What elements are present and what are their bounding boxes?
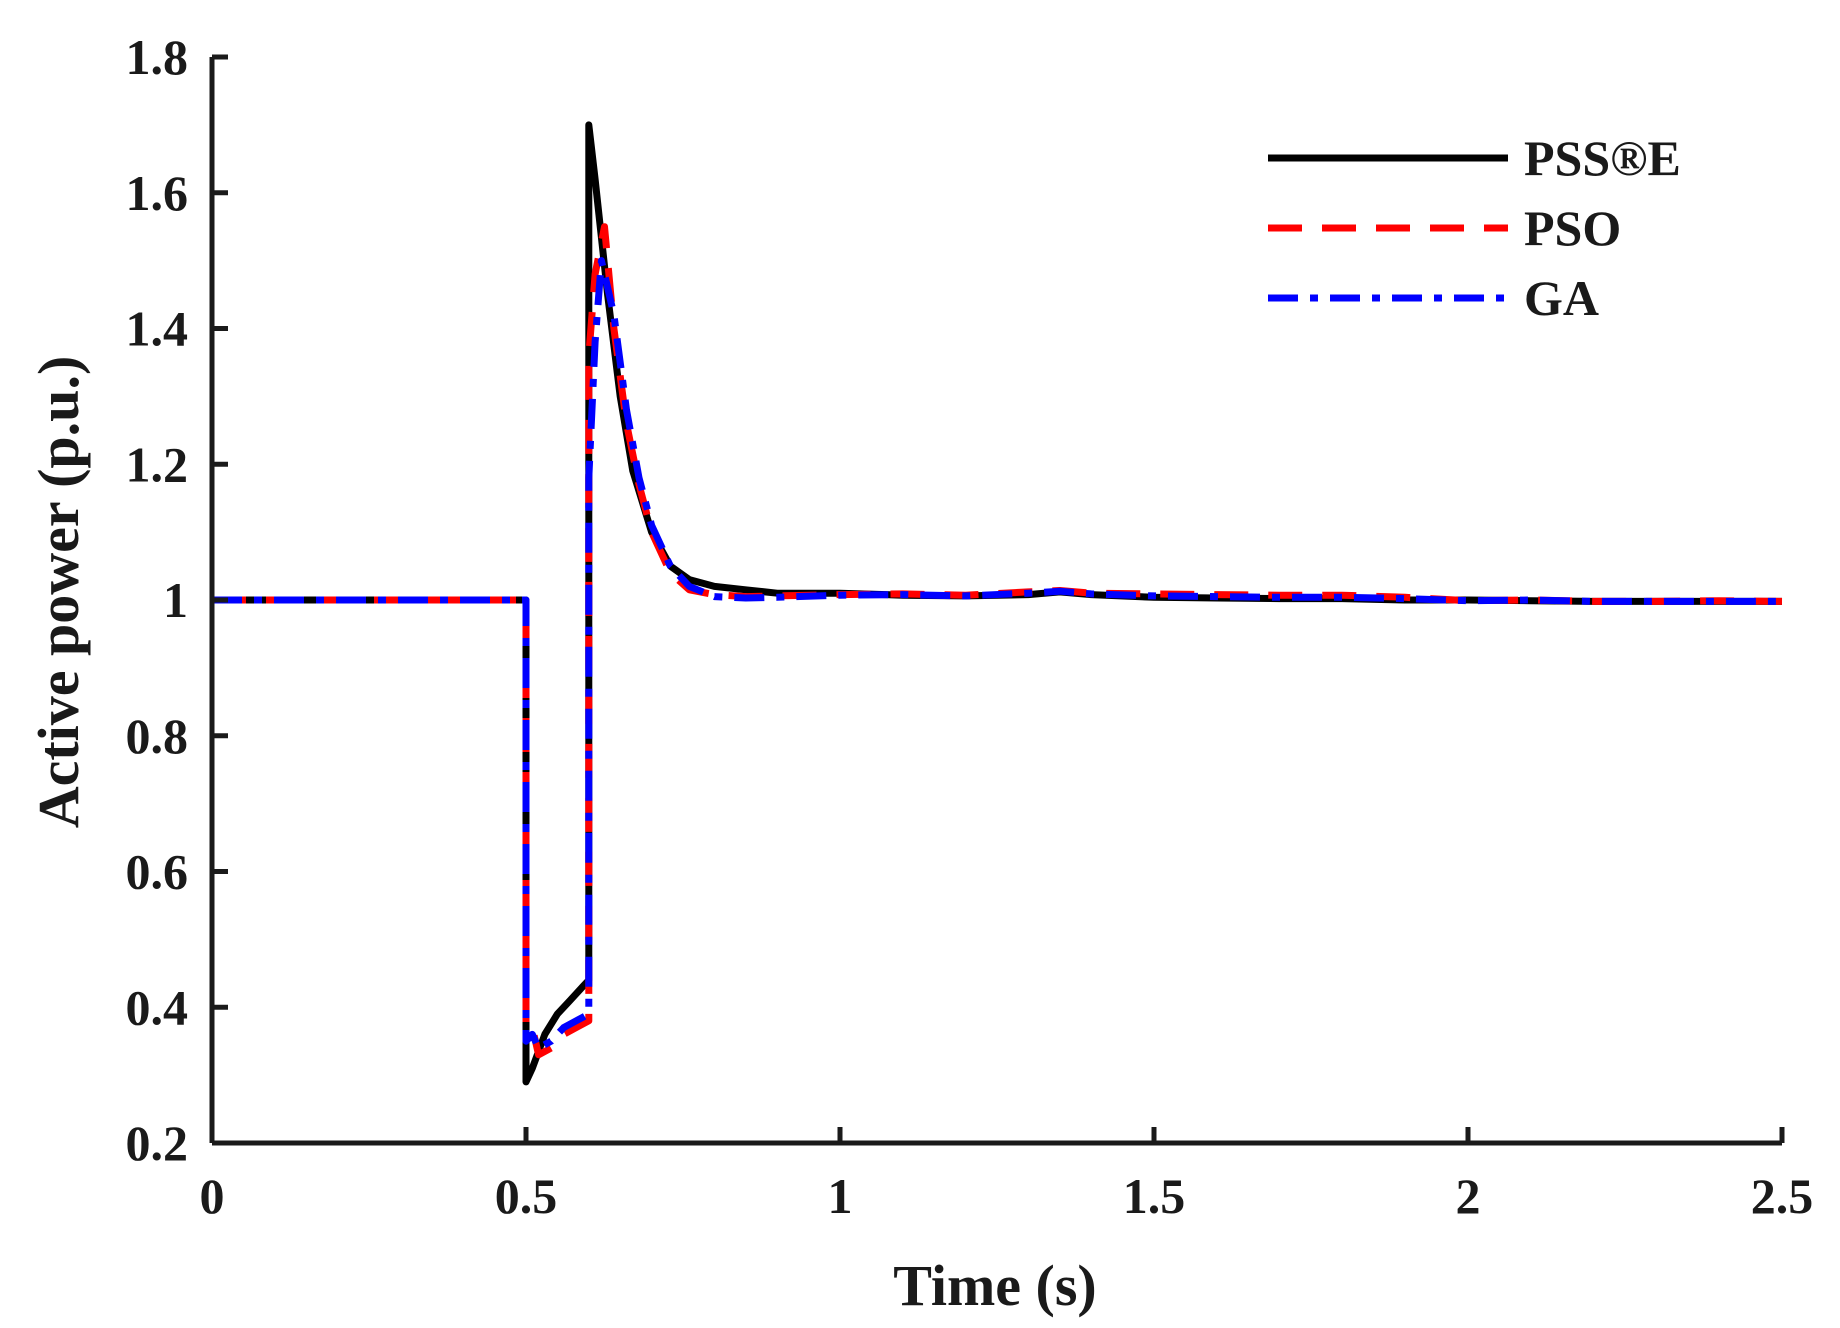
x-tick-label: 1.5 — [1123, 1168, 1186, 1224]
y-tick-label: 0.6 — [126, 844, 189, 900]
x-tick-label: 0 — [200, 1168, 225, 1224]
y-tick-label: 1.8 — [126, 29, 189, 85]
legend-label: PSO — [1524, 200, 1621, 256]
y-axis-title: Active power (p.u.) — [26, 356, 91, 829]
series-layer — [212, 121, 1783, 1086]
x-tick-label: 2.5 — [1751, 1168, 1814, 1224]
x-tick-label: 2 — [1456, 1168, 1481, 1224]
series-line-pso — [212, 223, 1783, 1059]
y-tick-label: 0.2 — [126, 1115, 189, 1171]
y-tick-label: 0.8 — [126, 708, 189, 764]
y-tick-label: 1 — [163, 572, 188, 628]
y-tick-label: 1.4 — [126, 301, 189, 357]
x-tick-label: 0.5 — [495, 1168, 558, 1224]
y-tick-label: 1.6 — [126, 165, 189, 221]
legend-label: GA — [1524, 270, 1599, 326]
legend-label: PSS®E — [1524, 130, 1681, 186]
ticks-layer: 0 0.5 1 1.5 2 2.5 0.2 0.4 0.6 0.8 1 1.2 1.4 1.6 1.8 — [126, 29, 1814, 1224]
y-tick-label: 0.4 — [126, 979, 189, 1035]
legend: PSS®E PSO GA — [1268, 130, 1681, 326]
x-axis-title: Time (s) — [893, 1253, 1097, 1318]
x-tick-label: 1 — [828, 1168, 853, 1224]
y-tick-label: 1.2 — [126, 436, 189, 492]
series-line-ga — [212, 257, 1782, 1052]
